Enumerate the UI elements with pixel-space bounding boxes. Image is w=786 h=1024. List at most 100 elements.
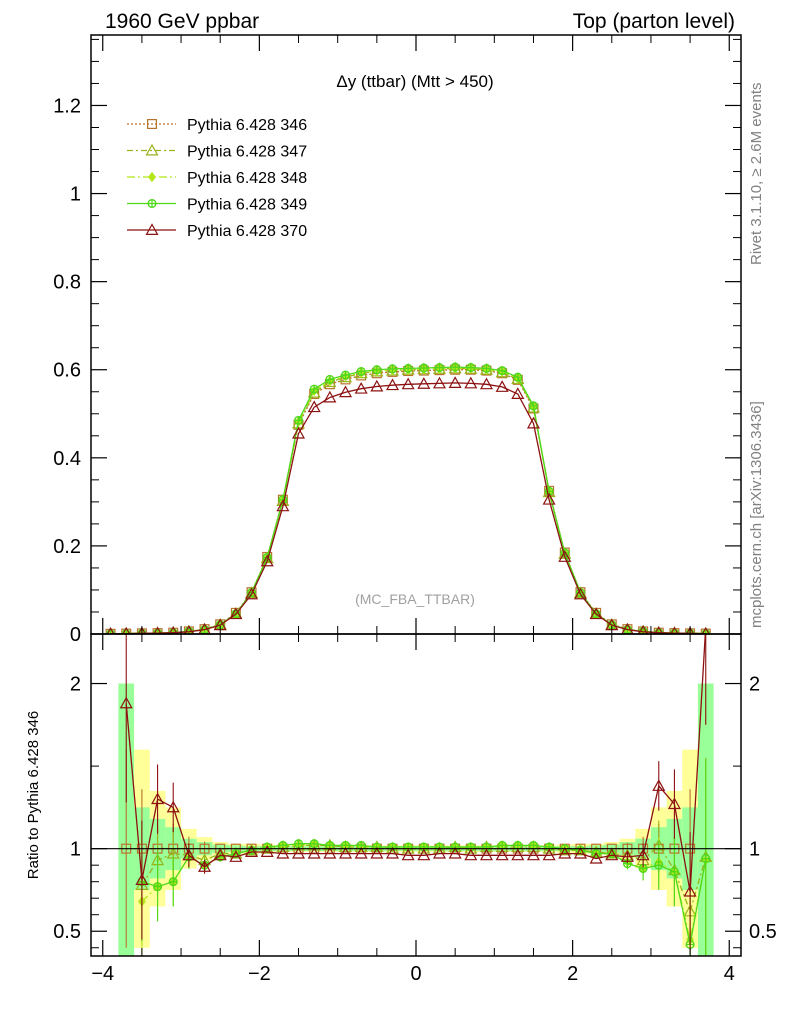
legend-marker [145,223,159,235]
data-point [685,626,695,634]
ratio-point [667,797,681,810]
ratio-point [652,779,666,791]
xtick-label: 0 [410,963,421,985]
main-ytick-label: 0.2 [53,536,81,558]
data-point [558,550,572,562]
legend-marker [148,171,156,183]
legend-marker [145,143,159,156]
ratio-ytick-label-right: 0.5 [749,921,777,943]
data-point [654,625,664,634]
main-ytick-label: 1.2 [53,95,81,117]
main-ytick-label: 0.8 [53,272,81,294]
data-point [245,587,259,600]
legend-entry: Pythia 6.428 346 [127,117,307,134]
xtick-label: 4 [724,963,735,985]
ratio-point [401,848,415,861]
data-point [106,627,115,634]
ratio-point [135,873,149,886]
main-ytick-label: 0.6 [53,360,81,382]
ratio-point [526,848,540,861]
data-point [354,381,368,394]
data-point [276,499,290,512]
series-main-4 [106,376,710,634]
xtick-label: −4 [91,963,114,985]
xtick-label: 2 [567,963,578,985]
data-point [385,378,400,391]
ratio-point [683,884,697,897]
ratio-ytick-label: 0.5 [53,921,81,943]
rivet-label: Rivet 3.1.10, ≥ 2.6M events [748,83,765,266]
legend-label: Pythia 6.428 346 [187,117,307,134]
data-point [432,376,447,389]
analysis-label: (MC_FBA_TTBAR) [355,591,475,607]
ratio-point [605,848,619,861]
ratio-point [495,848,509,861]
ratio-point [323,846,337,859]
ratio-point [620,850,634,862]
ratio-point [558,846,572,859]
data-point [338,385,353,398]
main-ytick-label: 0 [70,624,81,646]
data-point [307,400,321,413]
legend-label: Pythia 6.428 370 [187,223,307,240]
legend-label: Pythia 6.428 349 [187,197,307,214]
data-point [153,626,162,634]
legend-entry: Pythia 6.428 370 [127,223,307,240]
ratio-ytick-label: 1 [70,839,81,861]
legend-entry: Pythia 6.428 348 [127,170,307,187]
ratio-point [166,800,180,813]
data-point [292,426,306,439]
data-point [670,626,679,634]
data-point [323,390,337,403]
ratio-point [245,845,259,857]
ratio-point [573,846,587,859]
header-left: 1960 GeV ppbar [105,10,259,33]
main-ytick-label: 0.4 [53,448,81,470]
data-point [183,625,194,634]
ratio-point [432,846,447,859]
data-point [417,377,431,389]
ratio-point [511,848,525,861]
ratio-point [636,848,650,861]
data-point [401,377,415,390]
ratio-point [151,792,165,805]
data-point [573,587,587,600]
data-point [168,625,178,634]
ratio-ytick-label: 2 [70,674,81,696]
ratio-point [292,846,306,859]
data-point [479,377,494,390]
ratio-point [464,848,478,861]
header-right: Top (parton level) [573,10,735,33]
series-line [110,382,706,634]
ratio-point [213,848,227,861]
ratio-point [385,846,400,859]
data-point [370,379,384,392]
ratio-point [182,848,196,861]
ratio-point [307,846,321,859]
legend-marker [147,118,158,129]
data-point [464,376,478,389]
ratio-ytick-label-right: 2 [749,674,760,696]
xtick-label: −2 [248,963,271,985]
ratio-point [260,845,274,857]
data-point [495,380,509,392]
legend: Pythia 6.428 346 Pythia 6.428 347 Pythia 6… [127,117,307,240]
ratio-point [229,850,243,862]
main-ytick-label: 1 [70,184,81,206]
ratio-point [198,860,212,872]
ratio-point [276,846,290,859]
data-point [448,376,462,388]
data-point [701,626,710,634]
data-point [638,625,649,634]
ratio-ylabel: Ratio to Pythia 6.428 346 [25,711,42,879]
ratio-frame [90,633,742,957]
series-ratio-1 [135,757,713,956]
legend-entry: Pythia 6.428 349 [127,197,307,214]
legend-entry: Pythia 6.428 347 [127,144,307,161]
ratio-point [370,846,384,859]
plot-title: Δy (ttbar) (Mtt > 450) [336,72,493,91]
data-point [511,387,525,399]
mcplots-label: mcplots.cern.ch [arXiv:1306.3436] [748,401,765,628]
